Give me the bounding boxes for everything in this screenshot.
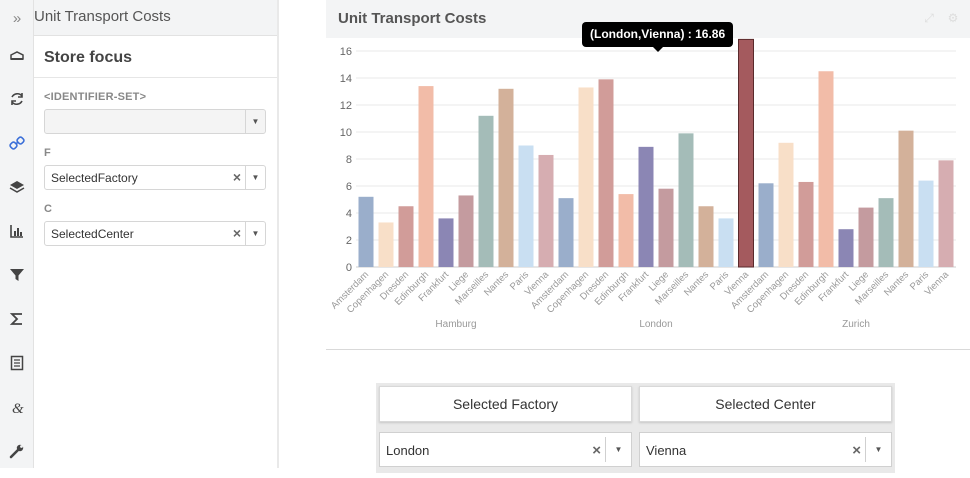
bar-chart: 0246810121416AmsterdamCopenhagenDresdenE… xyxy=(329,38,956,330)
chart-title: Unit Transport Costs xyxy=(338,10,487,27)
center-field-value: SelectedCenter xyxy=(51,227,134,241)
y-tick-label: 10 xyxy=(340,127,352,139)
bar-london-amsterdam[interactable] xyxy=(558,198,574,267)
group-label: Hamburg xyxy=(435,319,476,330)
factory-field-select[interactable]: SelectedFactory × ▼ xyxy=(44,165,266,190)
factory-field-value: SelectedFactory xyxy=(51,171,138,185)
store-focus-panel: Store focus <IDENTIFIER-SET> ▼ F Selecte… xyxy=(34,36,277,468)
chart-card: Unit Transport Costs ⤢ ⚙ 0 2 4 6 8 10 12 14 16 Am… xyxy=(326,0,970,350)
bar-hamburg-copenhagen[interactable] xyxy=(378,222,394,267)
selector-panel: Selected Factory Selected Center London … xyxy=(376,383,895,473)
panel-header: Unit Transport Costs xyxy=(34,0,277,36)
chevron-down-icon[interactable]: ▼ xyxy=(245,110,265,133)
y-tick-label: 2 xyxy=(346,235,352,247)
center-dropdown[interactable]: Vienna × ▼ xyxy=(639,432,892,467)
bar-zurich-paris[interactable] xyxy=(918,180,934,267)
bar-london-frankfurt[interactable] xyxy=(638,146,654,267)
chevron-down-icon[interactable]: ▼ xyxy=(245,166,265,189)
bar-hamburg-vienna[interactable] xyxy=(538,154,554,267)
clear-icon[interactable]: × xyxy=(232,225,241,241)
center-field-select[interactable]: SelectedCenter × ▼ xyxy=(44,221,266,246)
sigma-icon[interactable] xyxy=(7,309,27,329)
bar-chart-icon[interactable] xyxy=(7,221,27,241)
bar-zurich-vienna[interactable] xyxy=(938,160,954,267)
bar-london-nantes[interactable] xyxy=(698,206,714,267)
bar-hamburg-dresden[interactable] xyxy=(398,206,414,267)
clear-icon[interactable]: × xyxy=(852,442,861,459)
bar-london-copenhagen[interactable] xyxy=(578,87,594,267)
group-label: London xyxy=(639,319,672,330)
ampersand-icon[interactable]: & xyxy=(7,397,27,417)
gear-icon[interactable]: ⚙ xyxy=(947,11,959,25)
clear-icon[interactable]: × xyxy=(592,442,601,459)
bar-hamburg-edinburgh[interactable] xyxy=(418,86,434,267)
clear-icon[interactable]: × xyxy=(232,169,241,185)
bar-zurich-liege[interactable] xyxy=(858,207,874,267)
factory-field-label: F xyxy=(44,147,51,159)
identifier-set-select[interactable]: ▼ xyxy=(44,109,266,134)
double-chevron-right-icon[interactable]: » xyxy=(12,9,22,27)
panel-header-title: Unit Transport Costs xyxy=(34,8,171,25)
bar-zurich-frankfurt[interactable] xyxy=(838,229,854,267)
y-tick-label: 12 xyxy=(340,100,352,112)
y-tick-label: 0 xyxy=(346,262,352,274)
bar-zurich-edinburgh[interactable] xyxy=(818,71,834,267)
sidebar-rail: » & xyxy=(0,0,34,468)
y-tick-label: 16 xyxy=(340,46,352,58)
bar-hamburg-liege[interactable] xyxy=(458,195,474,267)
factory-dropdown-value: London xyxy=(386,443,430,458)
y-tick-label: 4 xyxy=(346,208,352,220)
chart-card-header: Unit Transport Costs ⤢ ⚙ xyxy=(326,0,970,38)
layers-icon[interactable] xyxy=(7,177,27,197)
bar-zurich-amsterdam[interactable] xyxy=(758,183,774,267)
refresh-icon[interactable] xyxy=(7,89,27,109)
filter-icon[interactable] xyxy=(7,265,27,285)
bar-london-marseilles[interactable] xyxy=(678,133,694,267)
chevron-down-icon[interactable]: ▼ xyxy=(245,222,265,245)
selected-factory-button[interactable]: Selected Factory xyxy=(379,386,632,422)
cube-icon[interactable] xyxy=(7,46,27,66)
y-tick-label: 8 xyxy=(346,154,352,166)
panel-title: Store focus xyxy=(44,49,133,66)
svg-text:&: & xyxy=(12,401,24,415)
selected-center-button[interactable]: Selected Center xyxy=(639,386,892,422)
panel-splitter[interactable] xyxy=(277,0,279,468)
link-icon[interactable] xyxy=(7,133,27,153)
chart-tooltip: (London,Vienna) : 16.86 xyxy=(582,22,734,52)
bar-hamburg-frankfurt[interactable] xyxy=(438,218,454,267)
bar-zurich-copenhagen[interactable] xyxy=(778,142,794,267)
center-dropdown-value: Vienna xyxy=(646,443,687,458)
bar-london-dresden[interactable] xyxy=(598,79,614,267)
bar-zurich-dresden[interactable] xyxy=(798,181,814,267)
panel-divider xyxy=(34,77,277,78)
bar-hamburg-marseilles[interactable] xyxy=(478,115,494,267)
bar-hamburg-amsterdam[interactable] xyxy=(358,196,374,267)
bar-london-liege[interactable] xyxy=(658,188,674,267)
chevron-down-icon[interactable]: ▼ xyxy=(865,437,891,462)
group-label: Zurich xyxy=(842,319,870,330)
y-tick-label: 14 xyxy=(340,73,352,85)
wrench-icon[interactable] xyxy=(7,441,27,461)
expand-icon[interactable]: ⤢ xyxy=(924,11,934,25)
bar-london-paris[interactable] xyxy=(718,218,734,267)
bar-london-vienna[interactable] xyxy=(738,38,754,268)
bar-hamburg-paris[interactable] xyxy=(518,145,534,268)
factory-dropdown[interactable]: London × ▼ xyxy=(379,432,632,467)
center-field-label: C xyxy=(44,203,53,215)
document-icon[interactable] xyxy=(7,353,27,373)
bar-zurich-nantes[interactable] xyxy=(898,130,914,267)
bar-hamburg-nantes[interactable] xyxy=(498,88,514,267)
y-tick-label: 6 xyxy=(346,181,352,193)
identifier-set-label: <IDENTIFIER-SET> xyxy=(44,91,147,103)
bar-london-edinburgh[interactable] xyxy=(618,194,634,267)
bar-zurich-marseilles[interactable] xyxy=(878,198,894,267)
chevron-down-icon[interactable]: ▼ xyxy=(605,437,631,462)
